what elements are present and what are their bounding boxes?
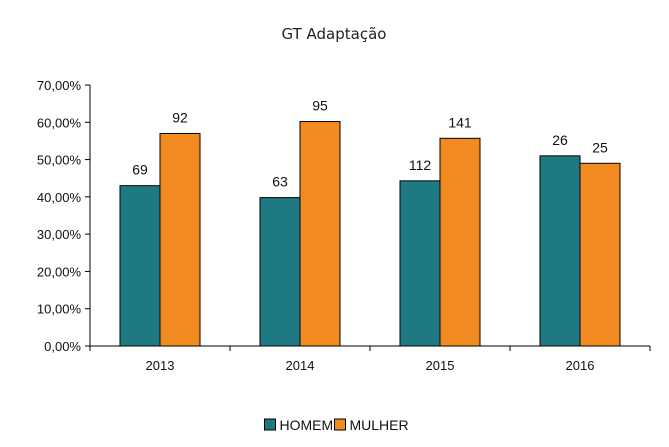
- y-tick-label: 60,00%: [37, 115, 82, 130]
- legend-swatch-mulher: [334, 418, 346, 431]
- y-tick-label: 40,00%: [37, 190, 82, 205]
- bar-homem-2013: [119, 185, 161, 347]
- y-tick-label: 30,00%: [37, 227, 82, 242]
- y-tick-label: 0,00%: [44, 339, 81, 354]
- bar-mulher-2016: [579, 162, 621, 347]
- bar-mulher-2013: [159, 132, 201, 347]
- x-tick-label: 2014: [286, 358, 315, 373]
- data-label: 26: [552, 132, 568, 148]
- bar-mulher-2015: [439, 137, 481, 347]
- data-label: 141: [448, 114, 472, 130]
- legend-label-homem: HOMEM: [280, 417, 334, 433]
- data-label: 69: [132, 162, 148, 178]
- x-tick-label: 2015: [426, 358, 455, 373]
- data-label: 63: [272, 174, 288, 190]
- x-tick-label: 2013: [146, 358, 175, 373]
- bar-homem-2014: [259, 197, 301, 347]
- plot-area: 0,00% 10,00% 20,00% 30,00% 40,00% 50,00% 60,00…: [37, 78, 651, 373]
- x-tick-label: 2016: [566, 358, 595, 373]
- y-tick-label: 70,00%: [37, 78, 82, 93]
- legend: HOMEM MULHER: [264, 417, 409, 433]
- data-label: 92: [172, 109, 188, 125]
- chart-title: GT Adaptação: [282, 25, 387, 43]
- data-label: 112: [409, 157, 432, 173]
- y-tick-label: 10,00%: [37, 302, 82, 317]
- bar-homem-2016: [539, 155, 581, 347]
- bar-mulher-2014: [299, 121, 341, 347]
- y-tick-label: 20,00%: [37, 264, 82, 279]
- data-label: 25: [592, 139, 608, 155]
- bar-homem-2015: [399, 180, 441, 347]
- y-tick-label: 50,00%: [37, 153, 82, 168]
- legend-swatch-homem: [264, 418, 276, 431]
- data-label: 95: [312, 98, 328, 114]
- legend-label-mulher: MULHER: [350, 417, 409, 433]
